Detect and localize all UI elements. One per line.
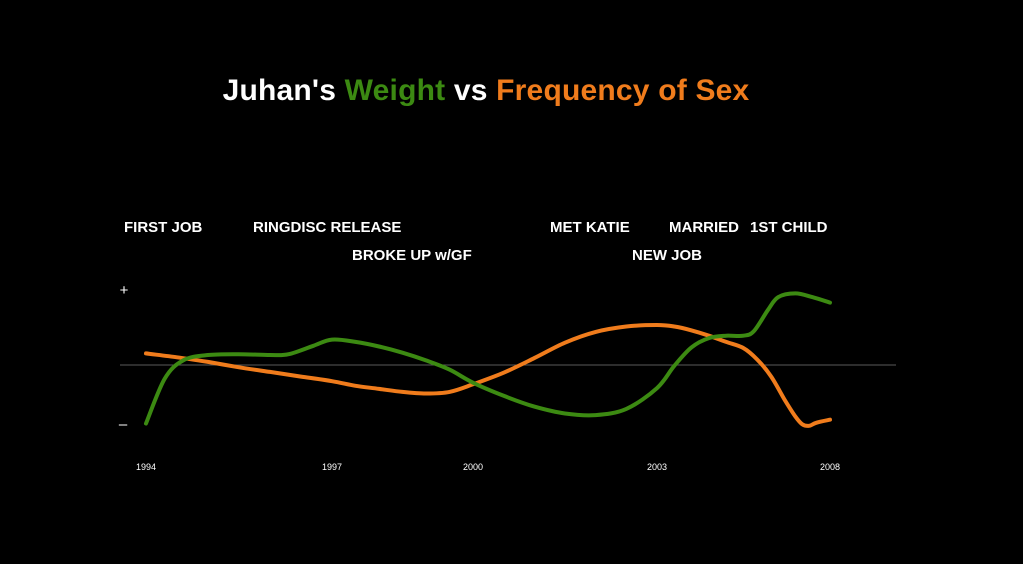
event-label-1st-child: 1ST CHILD [750,219,828,236]
title-weight: Weight [344,74,446,107]
event-label-ringdisc-release: RINGDISC RELEASE [253,219,401,236]
x-tick-1994: 1994 [136,462,156,472]
sex-frequency-series-line [144,323,832,428]
event-label-broke-up-w-gf: BROKE UP w/GF [352,247,472,264]
title-sex: Frequency of Sex [496,74,750,107]
y-tick-minus: – [119,416,128,433]
y-tick-plus: + [120,282,129,299]
event-label-first-job: FIRST JOB [124,219,203,236]
event-label-married: MARRIED [669,219,739,236]
event-label-met-katie: MET KATIE [550,219,630,236]
x-tick-2003: 2003 [647,462,667,472]
x-tick-2008: 2008 [820,462,840,472]
x-tick-2000: 2000 [463,462,483,472]
title-middle: vs [445,74,497,107]
title-prefix: Juhan's [222,74,345,107]
weight-series-line [144,291,832,426]
chart-title: Juhan's Weight vs Frequency of Sex [0,74,972,108]
x-tick-1997: 1997 [322,462,342,472]
event-label-new-job: NEW JOB [632,247,702,264]
